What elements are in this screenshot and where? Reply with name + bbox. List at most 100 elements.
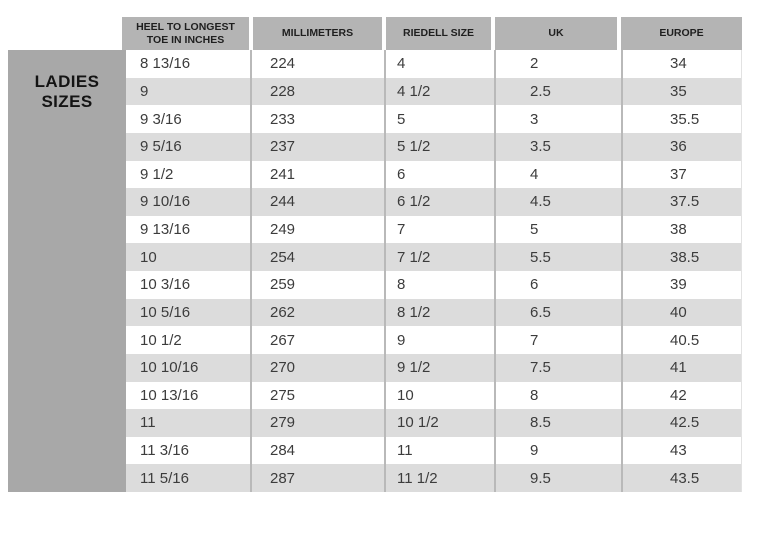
table-cell: 10 5/16 [140,303,191,321]
table-cell: 9 5/16 [140,138,182,156]
table-row: 9 5/16 237 5 1/2 3.5 36 [126,132,742,161]
table-cell: 6 1/2 [384,188,494,216]
table-row: 9 13/16 249 7 5 38 [126,215,742,244]
column-header-europe: EUROPE [621,17,742,50]
table-cell: 10 13/16 [140,386,199,404]
table-cell: 8 [494,381,621,410]
table-cell: 4 [494,160,621,189]
table-cell: 5.5 [494,243,621,271]
table-row: 10 5/16 262 8 1/2 6.5 40 [126,298,742,327]
table-cell: 8.5 [494,409,621,437]
table-cell: 7 [384,215,494,244]
table-cell: 35.5 [621,105,742,133]
table-cell: 4.5 [494,188,621,216]
table-cell: 287 [250,464,384,492]
table-cell: 10 [140,248,157,266]
table-cell: 38.5 [621,243,742,271]
table-cell: 9 [384,326,494,354]
table-row: 11 5/16 287 11 1/2 9.5 43.5 [126,464,742,492]
table-cell: 237 [250,132,384,161]
table-cell: 254 [250,243,384,271]
table-row: 8 13/16 224 4 2 34 [126,50,742,78]
table-row: 10 3/16 259 8 6 39 [126,271,742,299]
table-cell: 34 [621,50,742,78]
table-row: 9 1/2 241 6 4 37 [126,160,742,189]
table-cell: 11 3/16 [140,442,189,460]
table-cell: 10 3/16 [140,276,191,294]
table-row: 10 254 7 1/2 5.5 38.5 [126,243,742,271]
table-cell: 259 [250,271,384,299]
table-cell: 40.5 [621,326,742,354]
table-cell: 11 [384,436,494,465]
table-cell: 4 1/2 [384,77,494,106]
table-cell: 10 1/2 [140,331,182,349]
table-cell: 40 [621,298,742,327]
table-row: 10 13/16 275 10 8 42 [126,381,742,410]
table-cell: 3.5 [494,132,621,161]
table-cell: 275 [250,381,384,410]
table-cell: 10 10/16 [140,359,199,377]
table-cell: 228 [250,77,384,106]
table-cell: 6.5 [494,298,621,327]
table-cell: 8 13/16 [140,55,191,73]
table-cell: 41 [621,353,742,382]
table-cell: 11 [140,414,156,432]
table-cell: 35 [621,77,742,106]
table-cell: 6 [384,160,494,189]
table-cell: 5 [384,105,494,133]
table-cell: 241 [250,160,384,189]
table-row: 11 279 10 1/2 8.5 42.5 [126,409,742,437]
table-cell: 7 1/2 [384,243,494,271]
table-cell: 11 5/16 [140,469,189,487]
panel-title-line1: LADIES [34,72,100,91]
table-cell: 9 1/2 [140,165,174,183]
table-cell: 42.5 [621,409,742,437]
size-table-body: 8 13/16 224 4 2 34 9 228 4 1/2 2.5 35 9 3/16 233 5 3 3… [126,50,742,492]
table-cell: 284 [250,436,384,465]
table-cell: 8 1/2 [384,298,494,327]
table-cell: 7.5 [494,353,621,382]
table-cell: 39 [621,271,742,299]
table-cell: 3 [494,105,621,133]
table-cell: 244 [250,188,384,216]
table-cell: 5 [494,215,621,244]
table-cell: 2.5 [494,77,621,106]
table-cell: 43.5 [621,464,742,492]
table-row: 11 3/16 284 11 9 43 [126,436,742,465]
table-cell: 10 [384,381,494,410]
table-cell: 11 1/2 [384,464,494,492]
table-cell: 262 [250,298,384,327]
table-cell: 9 [494,436,621,465]
table-cell: 9 10/16 [140,193,191,211]
table-cell: 233 [250,105,384,133]
column-header-millimeters: MILLIMETERS [253,17,382,50]
column-header-heel-to-toe: HEEL TO LONGEST TOE IN INCHES [122,17,249,50]
table-cell: 10 1/2 [384,409,494,437]
table-cell: 9 1/2 [384,353,494,382]
table-cell: 9 3/16 [140,110,182,128]
table-cell: 9 [140,82,149,100]
table-cell: 9.5 [494,464,621,492]
table-cell: 2 [494,50,621,78]
table-cell: 43 [621,436,742,465]
table-row: 9 10/16 244 6 1/2 4.5 37.5 [126,188,742,216]
table-cell: 8 [384,271,494,299]
size-table-header: HEEL TO LONGEST TOE IN INCHES MILLIMETER… [122,17,742,50]
table-row: 10 1/2 267 9 7 40.5 [126,326,742,354]
ladies-sizes-panel: LADIES SIZES [8,50,126,492]
table-cell: 9 13/16 [140,221,191,239]
table-cell: 36 [621,132,742,161]
panel-title: LADIES SIZES [8,72,126,112]
column-header-riedell-size: RIEDELL SIZE [386,17,491,50]
table-cell: 7 [494,326,621,354]
table-cell: 38 [621,215,742,244]
table-row: 9 3/16 233 5 3 35.5 [126,105,742,133]
table-cell: 6 [494,271,621,299]
table-cell: 224 [250,50,384,78]
table-cell: 270 [250,353,384,382]
table-cell: 5 1/2 [384,132,494,161]
column-header-uk: UK [495,17,617,50]
table-cell: 267 [250,326,384,354]
panel-title-line2: SIZES [41,92,93,112]
